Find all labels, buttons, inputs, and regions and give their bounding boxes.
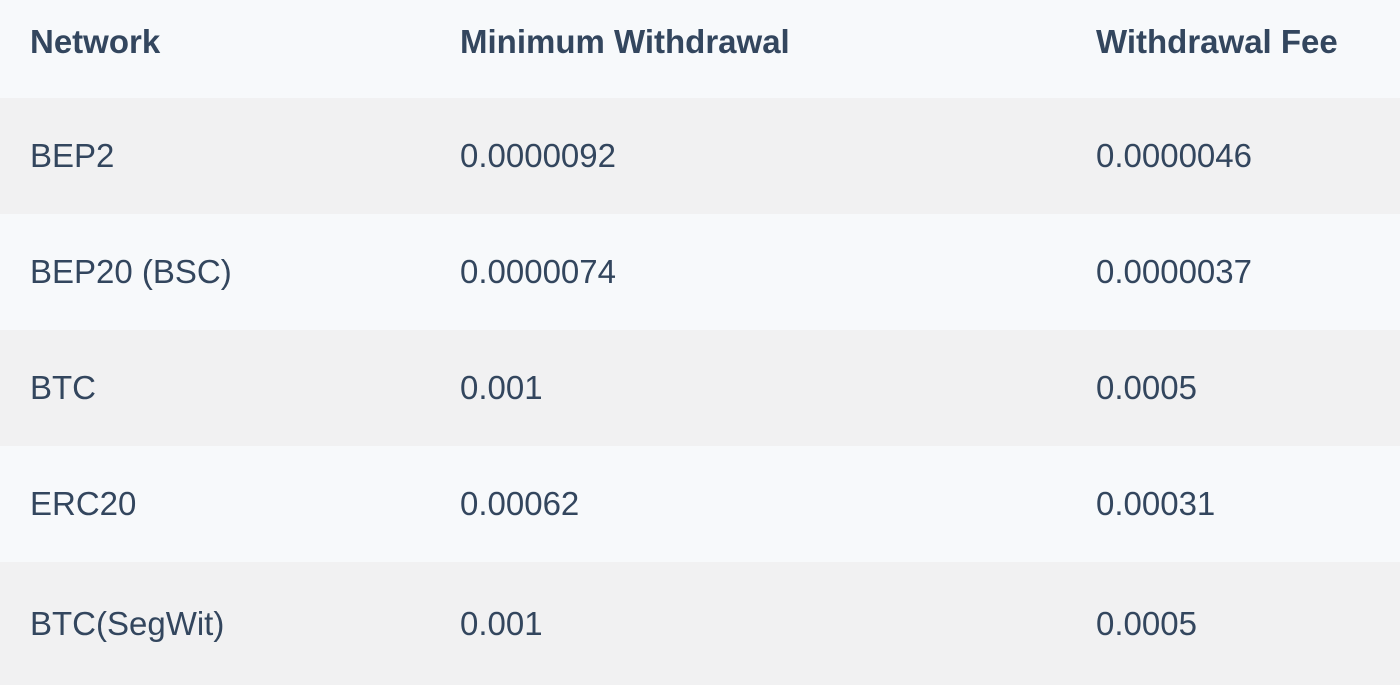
table-row: BEP2 0.0000092 0.0000046 bbox=[0, 98, 1400, 214]
network-cell: BEP20 (BSC) bbox=[30, 253, 232, 290]
table-header-row: Network Minimum Withdrawal Withdrawal Fe… bbox=[0, 0, 1400, 98]
header-withdrawal-fee: Withdrawal Fee bbox=[1096, 23, 1338, 60]
table-row: BTC 0.001 0.0005 bbox=[0, 330, 1400, 446]
header-minimum-withdrawal: Minimum Withdrawal bbox=[460, 23, 790, 60]
network-cell: BTC bbox=[30, 369, 96, 406]
withdrawal-fee-cell: 0.0000037 bbox=[1096, 253, 1252, 290]
minimum-withdrawal-cell: 0.001 bbox=[460, 369, 543, 406]
minimum-withdrawal-cell: 0.0000092 bbox=[460, 137, 616, 174]
network-cell: BEP2 bbox=[30, 137, 115, 174]
withdrawal-fee-cell: 0.00031 bbox=[1096, 485, 1216, 522]
withdrawal-fee-cell: 0.0005 bbox=[1096, 369, 1197, 406]
withdrawal-fee-cell: 0.0005 bbox=[1096, 604, 1197, 642]
minimum-withdrawal-cell: 0.00062 bbox=[460, 485, 580, 522]
table-row: ERC20 0.00062 0.00031 bbox=[0, 446, 1400, 562]
minimum-withdrawal-cell: 0.0000074 bbox=[460, 253, 616, 290]
table-row: BEP20 (BSC) 0.0000074 0.0000037 bbox=[0, 214, 1400, 330]
network-cell: ERC20 bbox=[30, 485, 137, 522]
withdrawal-fee-cell: 0.0000046 bbox=[1096, 137, 1252, 174]
network-cell: BTC(SegWit) bbox=[30, 604, 225, 642]
table-row: BTC(SegWit) 0.001 0.0005 bbox=[0, 562, 1400, 685]
header-network: Network bbox=[30, 23, 161, 60]
minimum-withdrawal-cell: 0.001 bbox=[460, 604, 543, 642]
